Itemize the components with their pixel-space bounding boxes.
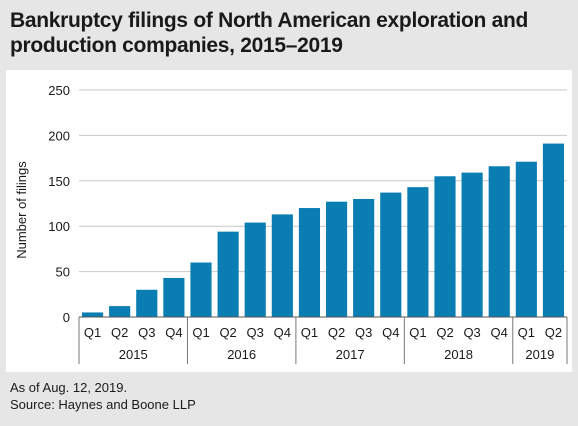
x-tick-label: Q1 (192, 325, 209, 340)
bar (109, 306, 131, 317)
x-tick-label: Q2 (219, 325, 236, 340)
bars (81, 143, 565, 317)
x-tick-label: Q2 (436, 325, 453, 340)
bar (136, 289, 158, 317)
year-label: 2019 (525, 347, 554, 362)
bar (353, 198, 375, 317)
x-tick-label: Q1 (84, 325, 101, 340)
year-label: 2015 (119, 347, 148, 362)
bar (217, 231, 239, 317)
x-tick-label: Q3 (355, 325, 372, 340)
x-tick-label: Q4 (382, 325, 399, 340)
bar (244, 222, 266, 317)
x-tick-label: Q2 (111, 325, 128, 340)
year-label: 2016 (227, 347, 256, 362)
bar (542, 143, 565, 317)
x-tick-label: Q4 (274, 325, 291, 340)
bar (325, 201, 348, 317)
y-tick-label: 150 (48, 174, 70, 189)
x-tick-label: Q3 (463, 325, 480, 340)
x-axis: Q1 Q2 Q3 Q4 Q1 Q2 Q3 Q4 Q1 Q2 Q3 Q4 Q1 Q2 Q3 Q4 Q1 Q2 2015… (78, 316, 568, 364)
y-tick-label: 250 (48, 83, 70, 98)
x-tick-label: Q1 (409, 325, 426, 340)
footnote: As of Aug. 12, 2019. (10, 380, 128, 395)
year-label: 2018 (444, 347, 473, 362)
y-tick-label: 200 (48, 128, 70, 143)
bar (407, 187, 429, 317)
x-tick-label: Q3 (247, 325, 264, 340)
chart-title: Bankruptcy filings of North American exp… (10, 9, 529, 57)
bar (434, 176, 456, 317)
x-tick-label: Q4 (165, 325, 182, 340)
bar (515, 161, 537, 317)
y-tick-label: 50 (56, 265, 70, 280)
bar (298, 208, 321, 317)
y-tick-label: 0 (63, 310, 70, 325)
y-axis: 0 50 100 150 200 250 (48, 83, 70, 325)
bar (190, 262, 212, 317)
x-tick-label: Q1 (301, 325, 318, 340)
bar (380, 192, 402, 317)
bar (461, 172, 483, 317)
x-tick-label: Q4 (491, 325, 508, 340)
source-note: Source: Haynes and Boone LLP (10, 397, 196, 412)
y-axis-label: Number of filings (14, 161, 29, 259)
x-tick-label: Q1 (518, 325, 535, 340)
x-tick-label: Q2 (545, 325, 562, 340)
footer: As of Aug. 12, 2019. Source: Haynes and … (10, 379, 196, 413)
x-tick-label: Q3 (138, 325, 155, 340)
bar (163, 277, 185, 317)
bar (488, 166, 510, 317)
bar (81, 312, 104, 317)
y-tick-label: 100 (48, 219, 70, 234)
x-tick-label: Q2 (328, 325, 345, 340)
bar (271, 214, 293, 317)
year-label: 2017 (336, 347, 365, 362)
